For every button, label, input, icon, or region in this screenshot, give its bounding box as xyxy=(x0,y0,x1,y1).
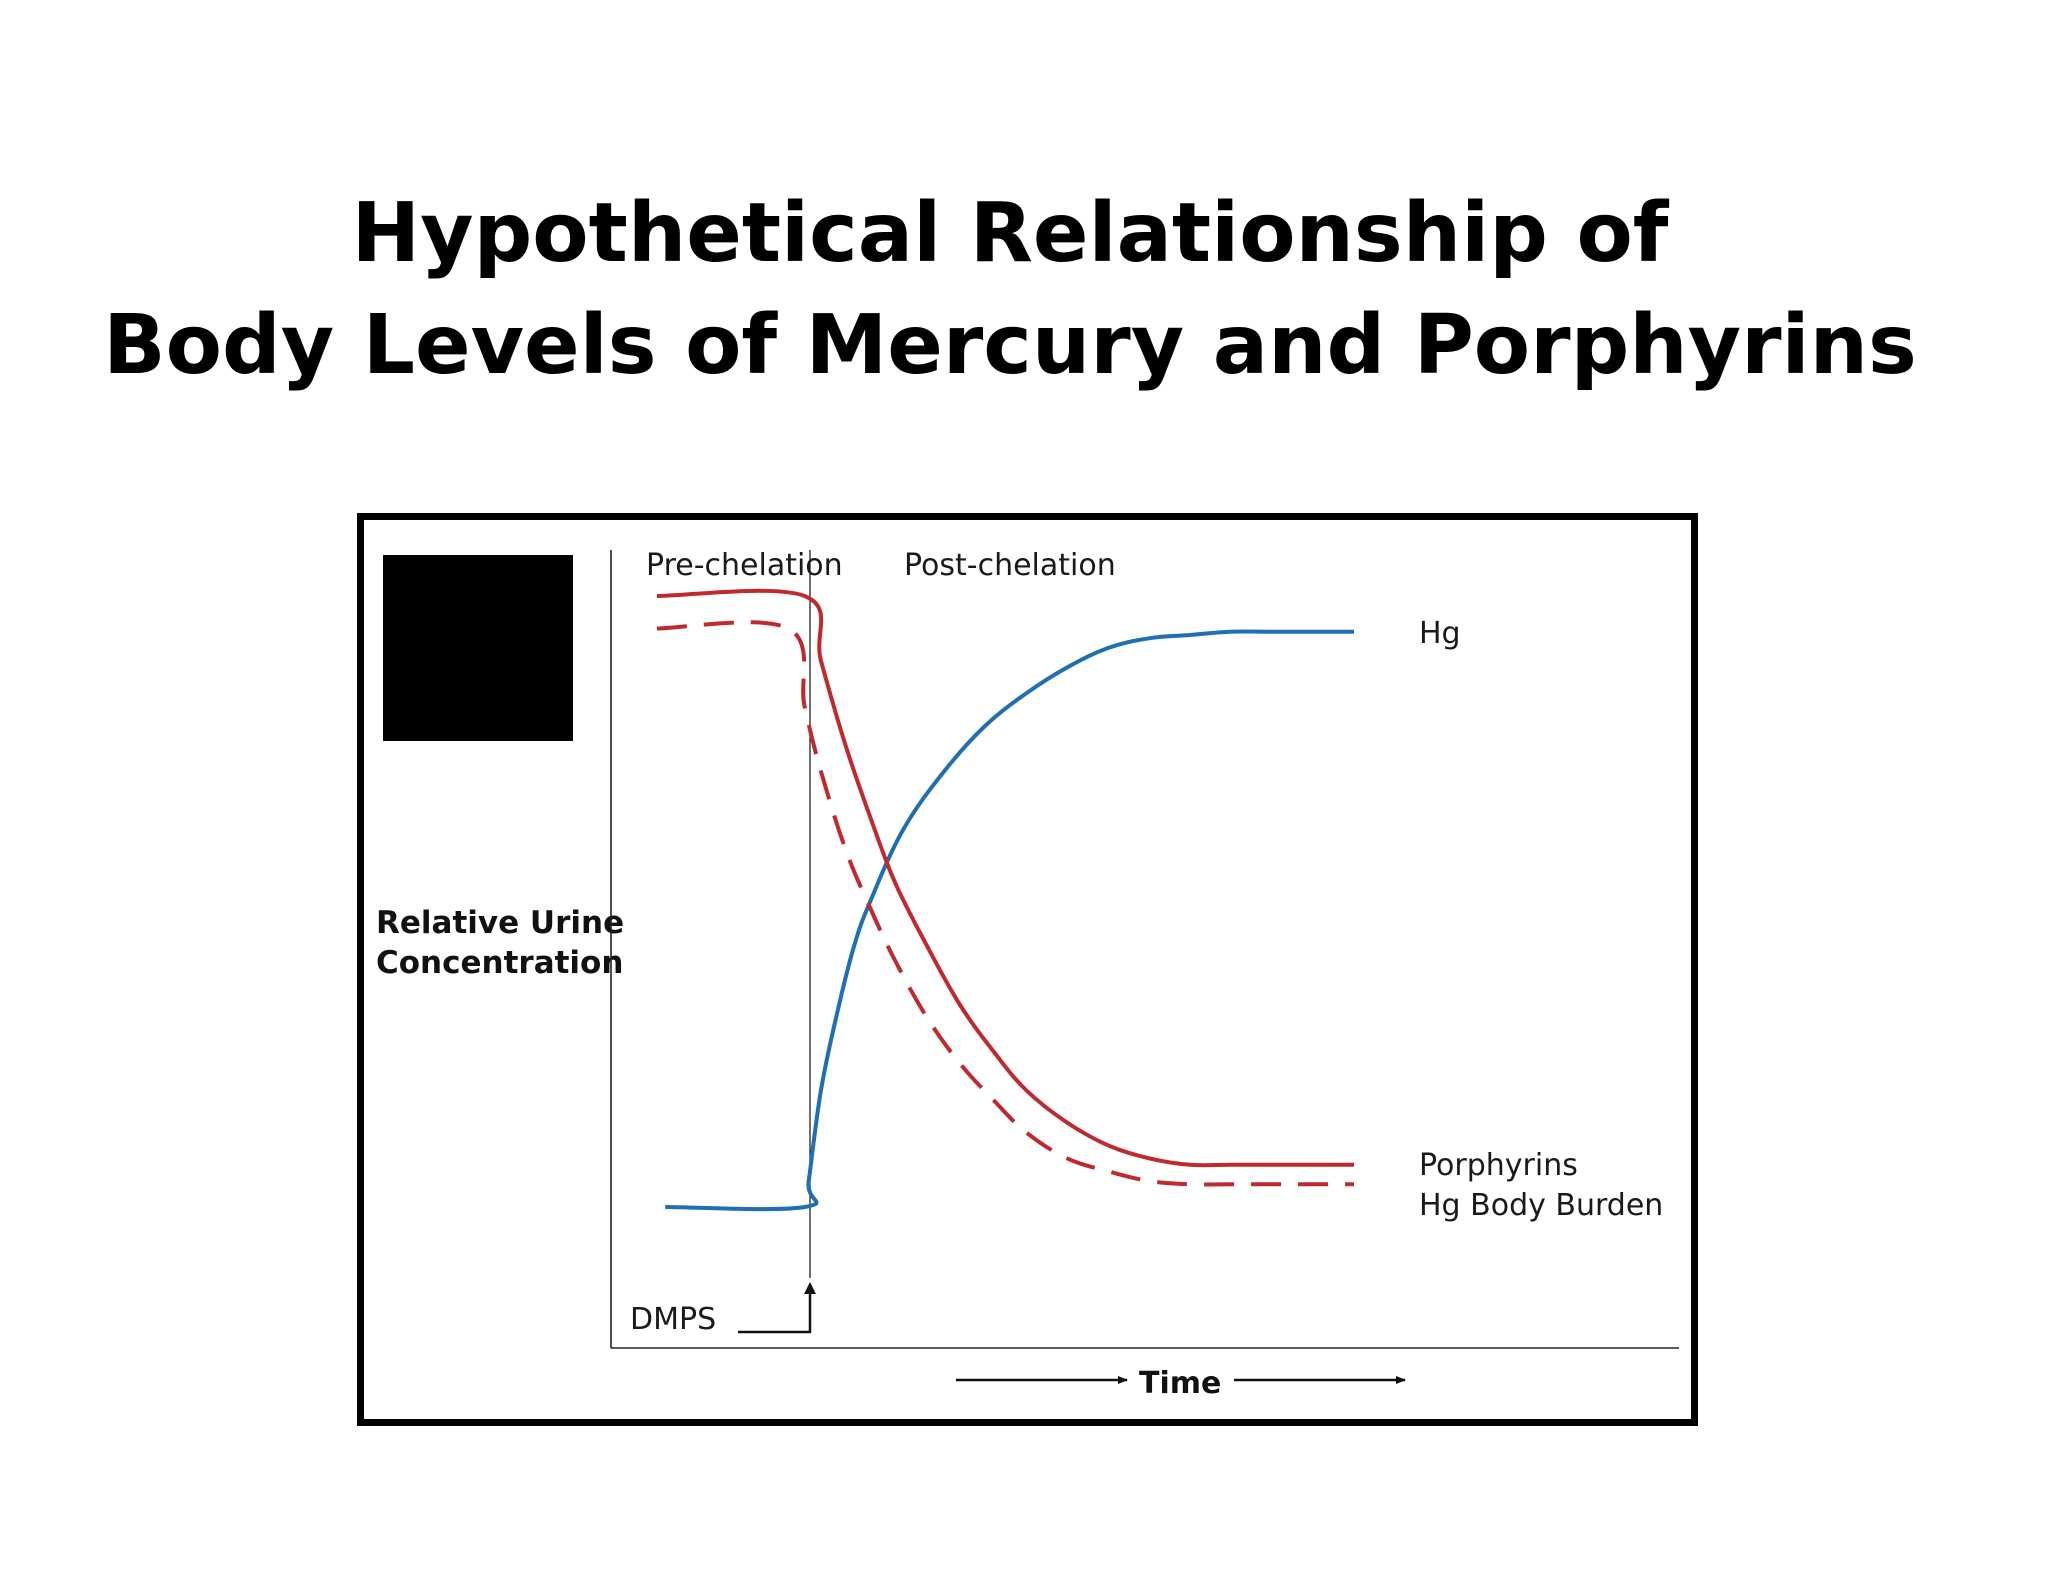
page-title: Hypothetical Relationship of Body Levels… xyxy=(0,178,2020,402)
page-title-line-2: Body Levels of Mercury and Porphyrins xyxy=(103,298,1917,393)
x-axis-label: Time xyxy=(1139,1366,1222,1401)
y-axis-label-line-2: Concentration xyxy=(376,945,624,981)
phase-label-post: Post-chelation xyxy=(904,548,1116,583)
dmps-arrow-line xyxy=(738,1290,812,1334)
series-layer xyxy=(656,588,1354,1212)
chart-frame: Relative Urine Concentration Pre-chelati… xyxy=(357,513,1698,1426)
series-line-hg xyxy=(665,629,1354,1212)
dmps-label: DMPS xyxy=(630,1302,717,1337)
dmps-arrow-head xyxy=(804,1282,816,1294)
series-line-hg-body-burden xyxy=(656,620,1354,1187)
series-label-hg: Hg xyxy=(1419,616,1461,651)
chart-plot xyxy=(610,550,1679,1384)
series-label-hg-body-burden: Hg Body Burden xyxy=(1419,1188,1664,1223)
series-label-porphyrins: Porphyrins xyxy=(1419,1148,1578,1183)
y-axis-label-line-1: Relative Urine xyxy=(376,905,625,941)
y-axis-label: Relative Urine Concentration xyxy=(376,903,624,983)
page-title-line-1: Hypothetical Relationship of xyxy=(351,186,1669,281)
black-box xyxy=(383,555,573,741)
series-line-porphyrins xyxy=(656,588,1354,1168)
